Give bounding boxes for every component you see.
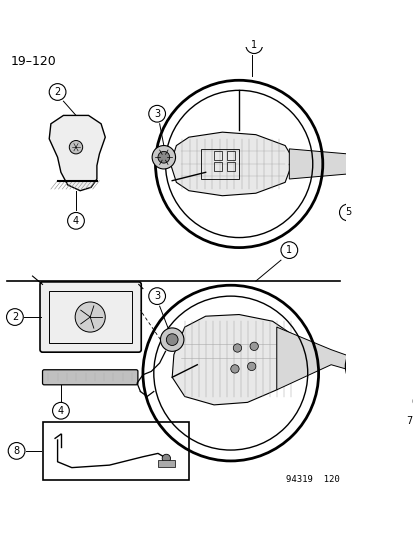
FancyBboxPatch shape xyxy=(43,370,138,385)
Polygon shape xyxy=(289,149,360,179)
Circle shape xyxy=(7,309,23,326)
Circle shape xyxy=(361,154,380,174)
Bar xyxy=(226,151,234,160)
Text: 8: 8 xyxy=(14,446,19,456)
Circle shape xyxy=(245,37,262,53)
Text: 4: 4 xyxy=(58,406,64,416)
Circle shape xyxy=(353,351,383,382)
Circle shape xyxy=(249,342,258,351)
Polygon shape xyxy=(276,327,354,390)
Bar xyxy=(214,151,222,160)
FancyBboxPatch shape xyxy=(40,282,141,352)
Circle shape xyxy=(352,146,389,182)
Circle shape xyxy=(75,302,105,332)
Circle shape xyxy=(148,106,165,122)
Text: 94319  120: 94319 120 xyxy=(285,475,339,484)
Bar xyxy=(158,460,174,467)
Circle shape xyxy=(280,242,297,259)
Circle shape xyxy=(166,334,178,345)
Bar xyxy=(214,162,222,171)
Polygon shape xyxy=(170,132,293,196)
Circle shape xyxy=(400,413,413,429)
Bar xyxy=(226,162,234,171)
Text: 7: 7 xyxy=(405,416,411,426)
Circle shape xyxy=(49,84,66,100)
Circle shape xyxy=(230,365,239,373)
Circle shape xyxy=(148,288,165,304)
Circle shape xyxy=(152,146,175,169)
Text: 2: 2 xyxy=(55,87,61,97)
Text: 19–120: 19–120 xyxy=(11,55,56,68)
Circle shape xyxy=(162,454,170,463)
Bar xyxy=(49,291,132,343)
Circle shape xyxy=(247,362,255,370)
Text: 3: 3 xyxy=(154,291,160,301)
Circle shape xyxy=(233,344,241,352)
Polygon shape xyxy=(406,152,413,176)
Text: 3: 3 xyxy=(154,109,160,119)
Text: 6: 6 xyxy=(411,397,413,407)
Text: 5: 5 xyxy=(344,207,350,217)
Circle shape xyxy=(158,151,169,163)
Circle shape xyxy=(344,343,391,390)
Text: 1: 1 xyxy=(285,245,292,255)
Bar xyxy=(43,422,188,480)
Circle shape xyxy=(408,200,413,216)
Text: 2: 2 xyxy=(12,312,18,322)
Polygon shape xyxy=(172,314,297,405)
Circle shape xyxy=(361,360,375,373)
Bar xyxy=(201,149,239,179)
Circle shape xyxy=(381,391,388,398)
Circle shape xyxy=(69,141,83,154)
Polygon shape xyxy=(385,146,406,182)
Circle shape xyxy=(339,204,356,221)
Polygon shape xyxy=(49,116,105,191)
Circle shape xyxy=(406,393,413,410)
Circle shape xyxy=(52,402,69,419)
Text: 1: 1 xyxy=(251,40,256,50)
Circle shape xyxy=(160,328,183,351)
Circle shape xyxy=(67,213,84,229)
Circle shape xyxy=(8,442,25,459)
Text: 4: 4 xyxy=(73,216,79,226)
